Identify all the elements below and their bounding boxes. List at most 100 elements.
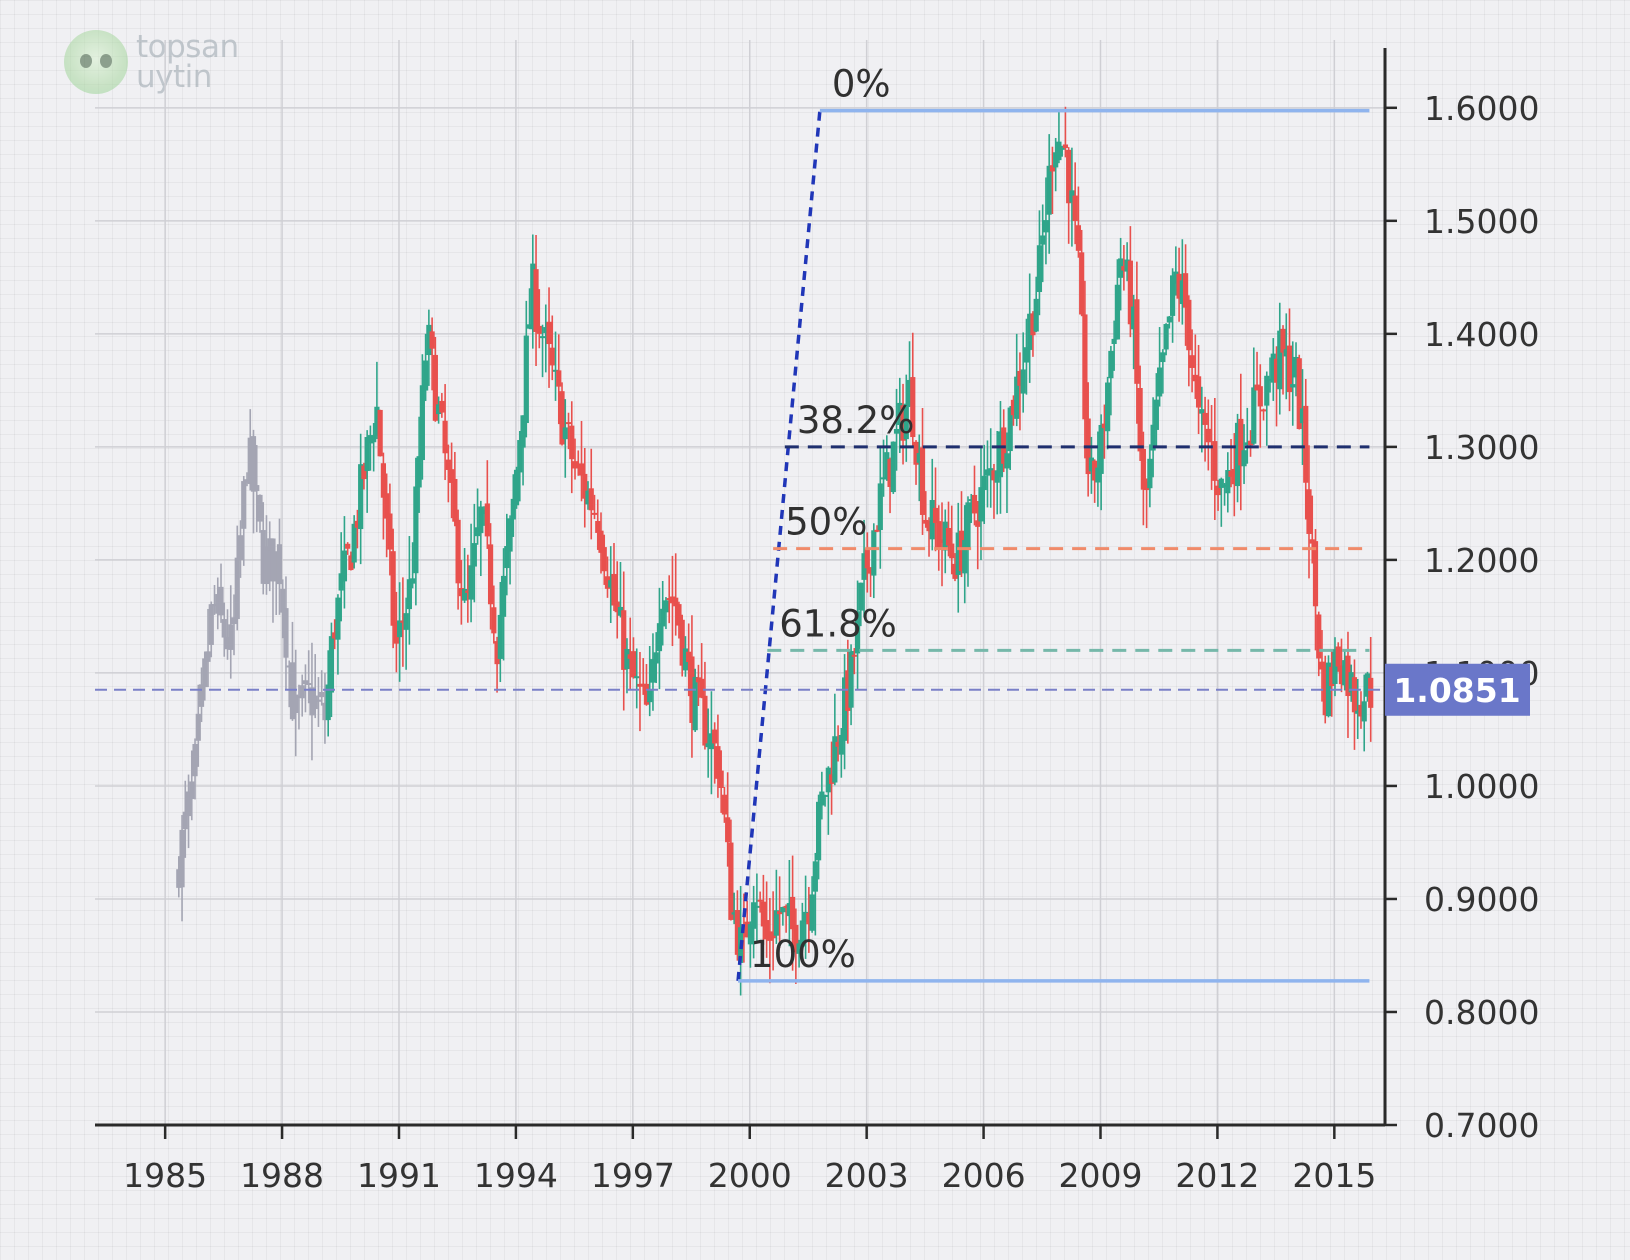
candle-body — [244, 479, 250, 483]
candle-body — [812, 861, 818, 892]
candle-body — [1254, 384, 1260, 391]
candle-body — [439, 400, 445, 413]
candle-body — [906, 379, 913, 407]
y-tick-label: 0.7000 — [1424, 1106, 1539, 1145]
y-tick-label: 1.5000 — [1424, 202, 1539, 241]
candle-body — [432, 354, 438, 421]
candle-body — [773, 910, 779, 936]
candle-body — [582, 473, 588, 499]
x-tick-label: 2000 — [708, 1156, 792, 1195]
candle-body — [455, 519, 461, 584]
candle-body — [1329, 666, 1335, 687]
candle-body — [757, 899, 763, 902]
candle-body — [416, 456, 422, 488]
candle-body — [1221, 484, 1228, 487]
candle-body — [302, 680, 309, 685]
fib-level-label: 0% — [832, 63, 891, 106]
candle-body — [867, 567, 874, 574]
candle-body — [250, 436, 257, 492]
candle-body — [1166, 316, 1172, 323]
candle-body — [510, 498, 516, 520]
candle-body — [445, 459, 451, 470]
candle-body — [900, 405, 906, 441]
candle-body — [1306, 489, 1312, 534]
candle-body — [828, 774, 835, 784]
owl-mascot-icon — [64, 30, 128, 94]
candle-body — [1257, 386, 1263, 407]
candle-body — [1192, 374, 1198, 382]
candle-body — [1153, 399, 1159, 430]
candle-body — [640, 683, 646, 686]
candle-body — [393, 621, 399, 644]
candle-body — [481, 509, 487, 515]
candle-body — [1218, 478, 1224, 488]
candle-body — [351, 523, 357, 563]
candle-body — [1066, 149, 1072, 204]
candle-body — [634, 676, 640, 679]
candle-body — [705, 743, 711, 748]
candle-body — [910, 377, 916, 438]
candle-body — [673, 597, 679, 607]
candle-body — [676, 604, 682, 626]
candle-body — [185, 791, 192, 817]
logo-text-line2: uytin — [136, 59, 212, 95]
candle-body — [760, 901, 766, 927]
candle-body — [871, 530, 877, 576]
candle-body — [215, 594, 221, 614]
candle-body — [371, 435, 377, 443]
candle-body — [1283, 349, 1289, 357]
candle-body — [796, 943, 802, 954]
candle-body — [205, 651, 211, 662]
candle-body — [621, 610, 627, 670]
candle-body — [890, 441, 896, 493]
candle-body — [176, 869, 182, 888]
candle-body — [1053, 152, 1059, 168]
candle-body — [832, 736, 838, 783]
candle-body — [1176, 273, 1182, 299]
candle-body — [325, 684, 331, 721]
candle-body — [267, 538, 273, 551]
candle-body — [254, 485, 260, 492]
candle-body — [643, 683, 650, 705]
candle-body — [556, 370, 562, 387]
candle-body — [666, 598, 672, 601]
candle-body — [1345, 655, 1351, 697]
candle-body — [1027, 313, 1033, 350]
candle-body — [380, 463, 386, 498]
candle-body — [273, 552, 279, 575]
candle-body — [825, 767, 831, 793]
candle-body — [627, 654, 633, 659]
candle-body — [270, 538, 276, 582]
candle-body — [552, 369, 559, 372]
candle-body — [374, 406, 380, 436]
candle-body — [978, 487, 984, 522]
candle-body — [397, 620, 403, 638]
candle-body — [695, 677, 702, 683]
candle-body — [809, 894, 815, 931]
candle-body — [1267, 378, 1273, 381]
candle-body — [1079, 252, 1085, 315]
candle-body — [1043, 220, 1049, 233]
candle-body — [1137, 388, 1143, 452]
candle-body — [410, 578, 416, 584]
candle-body — [1234, 422, 1241, 487]
candle-body — [234, 557, 240, 620]
candle-body — [1056, 141, 1062, 161]
candle-body — [231, 617, 237, 625]
candle-body — [686, 651, 692, 662]
candle-body — [335, 597, 341, 640]
candle-body — [637, 683, 643, 687]
candle-body — [361, 465, 367, 480]
candle-body — [1225, 470, 1231, 494]
candle-body — [364, 437, 370, 472]
candle-body — [1342, 660, 1348, 686]
candle-body — [526, 324, 533, 329]
candle-body — [315, 699, 322, 702]
candle-body — [1007, 407, 1013, 452]
candle-body — [1140, 448, 1146, 490]
candle-body — [241, 481, 247, 529]
candle-body — [1147, 458, 1153, 489]
candle-body — [306, 683, 312, 686]
candle-body — [936, 521, 942, 548]
candle-body — [345, 543, 351, 549]
